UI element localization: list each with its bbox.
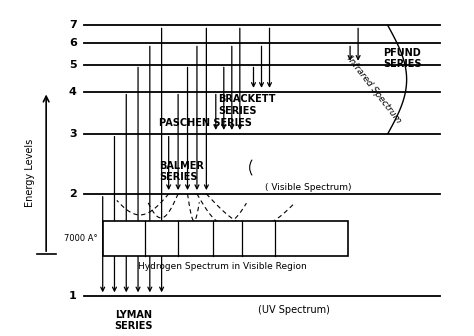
Text: 4: 4 <box>69 87 77 97</box>
Text: 2: 2 <box>69 189 77 199</box>
Text: 3: 3 <box>69 129 77 139</box>
Text: 7: 7 <box>69 20 77 31</box>
Text: Hydrogen Spectrum in Visible Region: Hydrogen Spectrum in Visible Region <box>138 261 307 270</box>
Text: BRACKETT
SERIES: BRACKETT SERIES <box>218 94 276 116</box>
FancyBboxPatch shape <box>103 221 348 255</box>
Text: 7000 A°: 7000 A° <box>64 234 98 243</box>
Text: 5: 5 <box>69 59 77 70</box>
Text: 6000
A°: 6000 A° <box>142 228 161 248</box>
Text: BALMER
SERIES: BALMER SERIES <box>159 161 204 182</box>
Text: PFUND
SERIES: PFUND SERIES <box>383 48 421 69</box>
Text: ( Visible Spectrum): ( Visible Spectrum) <box>265 183 352 192</box>
Text: 1: 1 <box>69 291 77 301</box>
Text: 4000 A°: 4000 A° <box>282 234 315 243</box>
Text: Infrared Spectrum: Infrared Spectrum <box>346 54 403 125</box>
Text: 6: 6 <box>69 39 77 48</box>
Text: PASCHEN SERIES: PASCHEN SERIES <box>159 118 252 128</box>
Text: LYMAN
SERIES: LYMAN SERIES <box>114 310 153 331</box>
Text: (UV Spectrum): (UV Spectrum) <box>257 305 329 315</box>
Text: Energy Levels: Energy Levels <box>25 139 35 207</box>
Text: 5000
A°: 5000 A° <box>174 228 194 248</box>
